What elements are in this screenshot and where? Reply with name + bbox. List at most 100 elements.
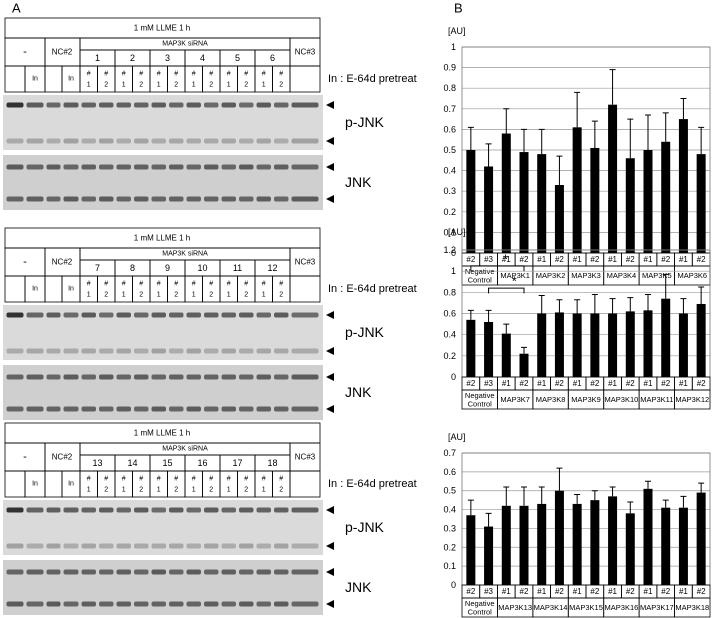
group-label: MAP3K10 [605,395,639,404]
x-tick-label: #1 [573,255,582,264]
lane-label: # [122,476,126,483]
bar [466,150,476,253]
error-bar [680,98,687,120]
blot-band [151,543,166,549]
x-tick-label: #2 [466,379,475,388]
blot-band [6,348,24,354]
y-tick-label: 0.1 [443,561,456,571]
group-label: MAP3K2 [536,271,566,280]
blot-band [6,406,24,412]
blot-band [81,312,96,318]
x-tick-label: #2 [555,587,564,596]
blot-band [186,601,201,607]
bar [696,303,706,377]
y-tick-label: 0.7 [443,104,456,114]
blot-band [151,164,166,170]
band-label: p-JNK [345,114,385,130]
blot-band [26,102,44,108]
lane-label: 2 [209,487,213,494]
bar [590,313,600,377]
y-tick-label: 0.8 [443,83,456,93]
bar [661,298,671,377]
blot-band [134,507,149,513]
error-bar [698,286,705,304]
x-tick-label: #2 [626,587,635,596]
y-tick-label: 0.6 [443,124,456,134]
nc-label: NC#3 [295,258,316,267]
error-bar [662,112,669,142]
blot-band [239,312,254,318]
blot-band [204,569,219,575]
error-bar [485,512,492,527]
target-label: 4 [200,53,205,63]
group-label: MAP3K15 [569,603,603,612]
lane-label: # [262,281,266,288]
treatment-label: 1 mM LLME 1 h [134,234,190,243]
table-cell [4,275,26,303]
y-axis-label: [AU] [448,26,466,36]
lane-label: # [157,476,161,483]
pretreat-note: In : E-64d pretreat [328,73,417,85]
blot-band [63,164,79,170]
lane-label: # [104,281,108,288]
x-tick-label: #2 [520,255,529,264]
error-bar [627,118,634,159]
blot-band [169,543,184,549]
bar [608,496,618,585]
blot-band [291,348,319,354]
lane-label: In [68,76,74,83]
error-bar [627,297,634,312]
blot-band [274,601,289,607]
blot-band [221,138,236,144]
blot-band [221,601,236,607]
error-bar [680,298,687,314]
blot-band [169,601,184,607]
group-cell [674,597,711,618]
blot-band [134,406,149,412]
blot-band [63,601,79,607]
table-cell [289,470,321,498]
blot-band [291,406,319,412]
blot-band [221,102,236,108]
blot-band [204,196,219,202]
y-tick-label: 0.6 [443,309,456,319]
blot-band [6,374,24,380]
blot-band [239,102,254,108]
error-bar [574,299,581,314]
blot-band [169,312,184,318]
lane-label: # [227,476,231,483]
blot-band [26,569,44,575]
blot-band [151,601,166,607]
x-tick-label: #1 [679,587,688,596]
blot-band [256,102,271,108]
x-tick-label: #1 [608,255,617,264]
error-bar [591,490,598,501]
group-cell [674,389,711,410]
error-bar [521,486,527,506]
blot-band [134,196,149,202]
lane-label: 1 [122,82,126,89]
x-tick-label: #3 [484,255,493,264]
blot-band [99,406,114,412]
x-tick-label: #2 [661,379,670,388]
error-bar [591,120,598,148]
blot-band [256,348,271,354]
blot-image [3,560,323,615]
plot-frame [461,452,711,586]
blot-band [291,507,319,513]
lane-label: 2 [279,292,283,299]
lane-label: 1 [192,487,196,494]
blot-band [63,374,79,380]
lane-label: # [122,281,126,288]
blot-band [186,102,201,108]
x-tick-label: #2 [520,587,529,596]
bar [696,154,706,253]
group-label: MAP3K8 [536,395,566,404]
table-cell [4,470,26,498]
blot-band [46,196,61,202]
x-tick-label: #1 [537,255,546,264]
y-tick-label: 0.1 [443,227,456,237]
panel-label: B [454,1,463,16]
blot-band [274,507,289,513]
error-bar [503,486,510,506]
